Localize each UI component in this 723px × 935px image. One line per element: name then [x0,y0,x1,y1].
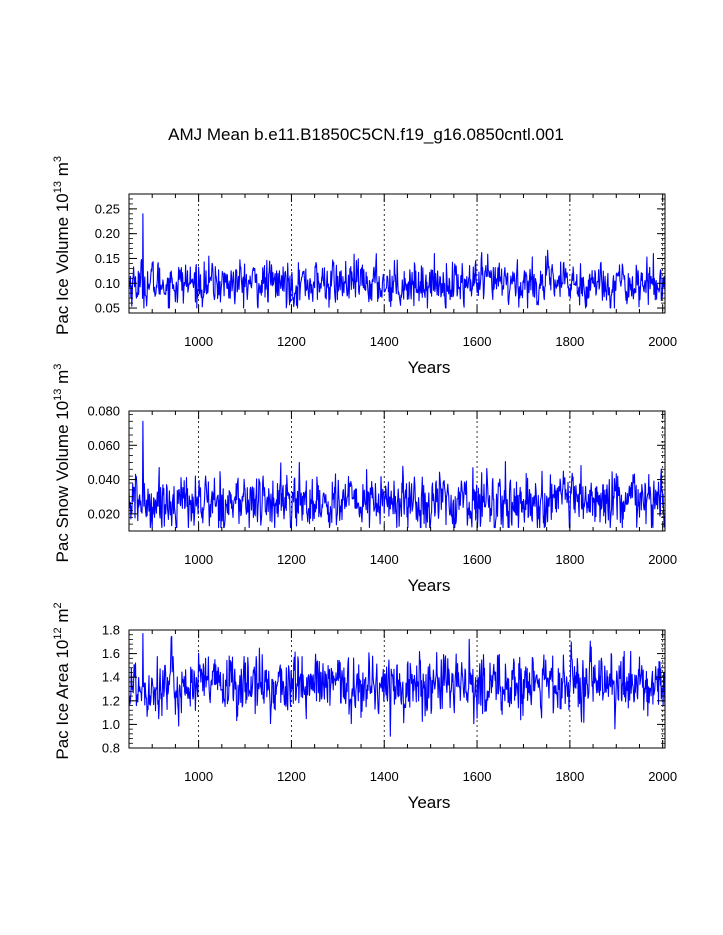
plot-frame [128,410,666,532]
series-line [128,213,666,309]
x-tick-label: 1600 [463,334,492,349]
x-tick-label: 1600 [463,552,492,567]
y-tick-label: 1.6 [102,646,120,661]
x-tick-label: 1400 [370,334,399,349]
x-tick-label: 1000 [184,769,213,784]
x-axis-label: Years [408,793,451,812]
x-tick-label: 2000 [648,334,677,349]
plot-frame [128,629,666,749]
chart-panel-3: 1000 1200 1400 1600 1800 2000 0.8 1.0 1.2 1.4 1.6 1… [52,602,677,812]
x-tick-label: 1600 [463,769,492,784]
y-tick-label: 0.20 [95,226,120,241]
x-tick-label: 1400 [370,769,399,784]
y-tick-label: 1.0 [102,717,120,732]
y-tick-label: 0.25 [95,201,120,216]
y-tick-label: 0.8 [102,741,120,756]
series-line [128,632,666,737]
y-axis-label: Pac Ice Area 1012 m2 [52,602,72,759]
y-tick-label: 0.15 [95,251,120,266]
y-tick-label: 0.040 [87,472,120,487]
x-axis-label: Years [408,576,451,595]
x-tick-label: 1400 [370,552,399,567]
series-line [128,420,666,529]
y-tick-label: 0.080 [87,404,120,419]
y-axis-label: Pac Ice Volume 1013 m3 [52,156,72,335]
y-tick-label: 1.2 [102,693,120,708]
y-tick-label: 0.060 [87,438,120,453]
x-tick-label: 1200 [277,552,306,567]
x-tick-label: 1000 [184,334,213,349]
x-tick-label: 1200 [277,334,306,349]
x-tick-label: 2000 [648,552,677,567]
x-tick-label: 1800 [555,334,584,349]
x-tick-label: 2000 [648,769,677,784]
x-tick-label: 1000 [184,552,213,567]
x-tick-label: 1800 [555,552,584,567]
y-tick-label: 1.4 [102,670,120,685]
x-tick-label: 1800 [555,769,584,784]
y-tick-label: 0.020 [87,506,120,521]
y-tick-label: 0.10 [95,276,120,291]
y-tick-label: 1.8 [102,623,120,638]
x-tick-label: 1200 [277,769,306,784]
x-axis-label: Years [408,358,451,377]
y-axis-label: Pac Snow Volume 1013 m3 [52,364,72,563]
chart-panel-1: 1000 1200 1400 1600 1800 2000 0.05 0.10 0.15 0.20… [52,156,677,377]
chart-panel-2: 1000 1200 1400 1600 1800 2000 0.020 0.040 0.060 0… [52,364,677,595]
y-tick-label: 0.05 [95,301,120,316]
chart-title: AMJ Mean b.e11.B1850C5CN.f19_g16.0850cnt… [168,125,564,144]
